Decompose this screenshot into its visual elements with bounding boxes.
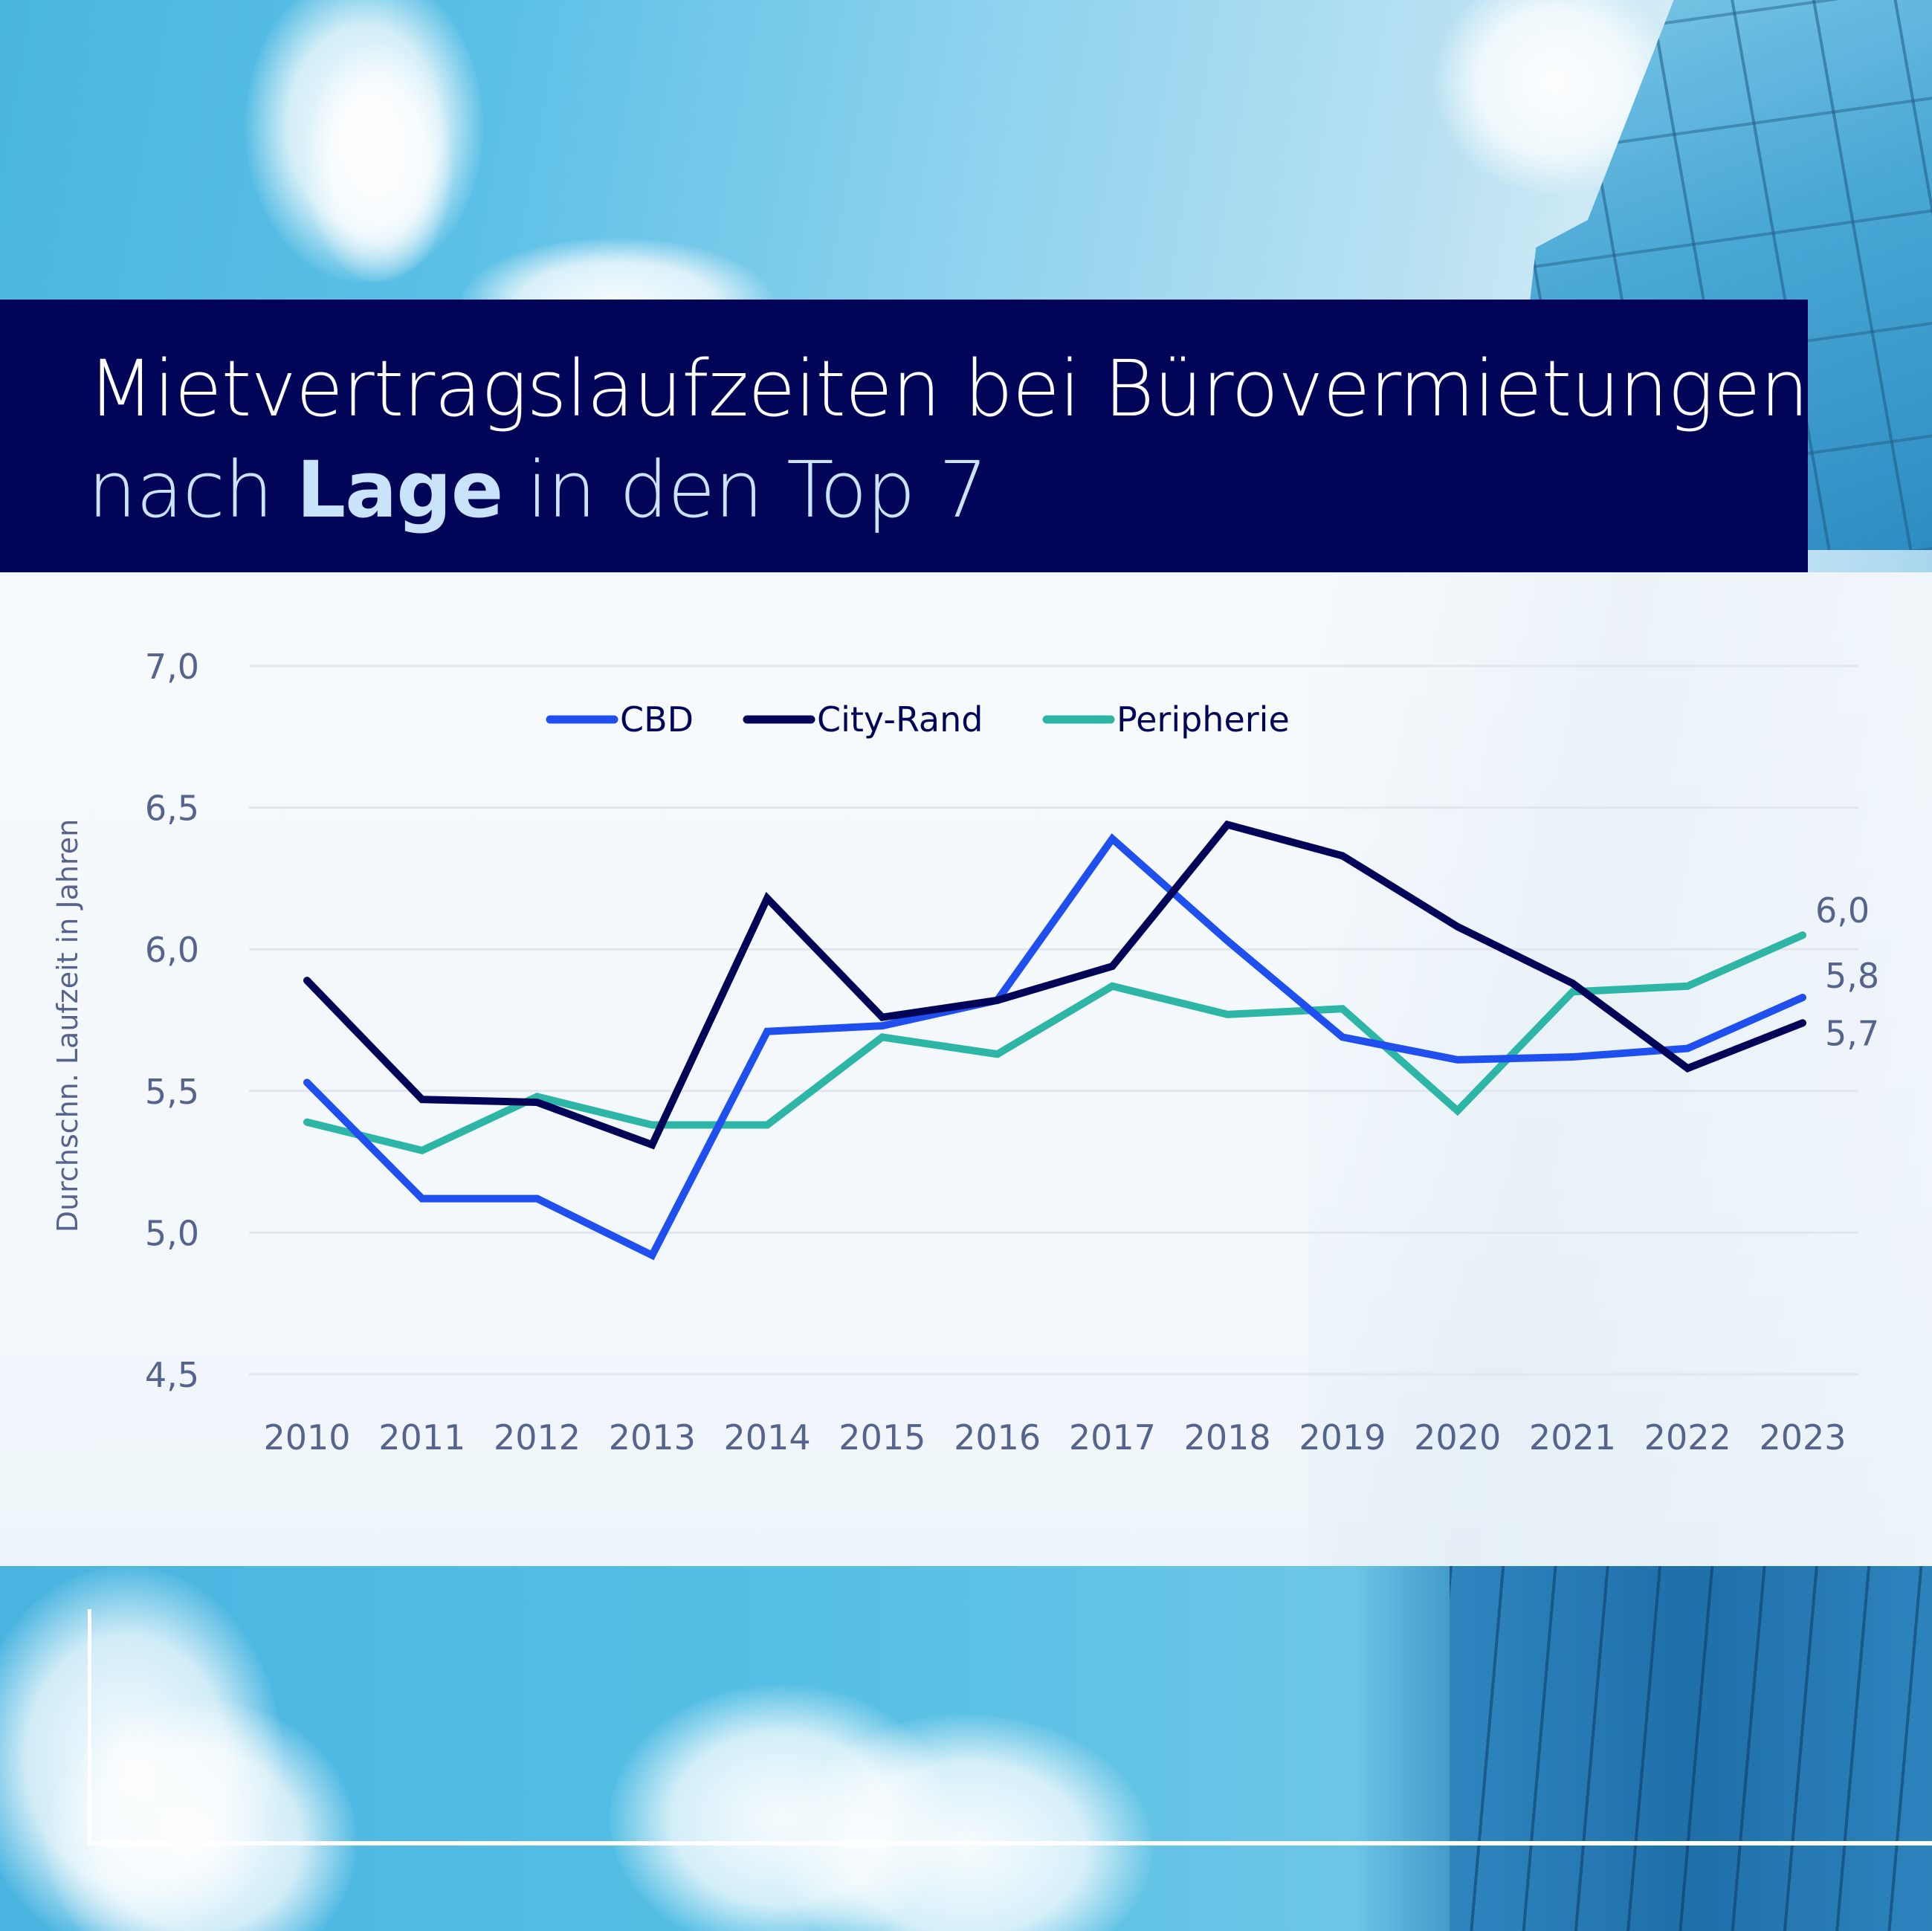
page-subtitle: nach Lage in den Top 7 — [88, 444, 988, 535]
series-line-cbd — [303, 833, 1806, 1261]
x-axis-ticks: 2010 2011 2012 2013 2014 2015 2016 2017 2018 2019… — [263, 1417, 1846, 1458]
y-tick-label: 5,0 — [145, 1213, 199, 1253]
y-tick-label: 7,0 — [145, 647, 199, 687]
subtitle-suffix: in den Top 7 — [526, 444, 988, 535]
frame-line-horizontal — [88, 1841, 1932, 1846]
end-label-city-rand: 5,7 — [1825, 1013, 1879, 1053]
office-building-image — [1450, 1566, 1932, 1931]
y-tick-label: 4,5 — [145, 1355, 199, 1395]
x-tick-label: 2019 — [1299, 1417, 1386, 1458]
end-labels: 5,8 5,7 6,0 — [1815, 890, 1879, 1053]
legend-label-city-rand: City-Rand — [817, 699, 983, 740]
series-line-city-rand — [303, 820, 1806, 1150]
x-tick-label: 2018 — [1184, 1417, 1271, 1458]
x-tick-label: 2011 — [378, 1417, 465, 1458]
series-line-peripherie — [303, 931, 1806, 1155]
cloud — [45, 1700, 357, 1931]
sky-background-bottom — [0, 1566, 1932, 1931]
x-tick-label: 2020 — [1414, 1417, 1501, 1458]
y-tick-label: 5,5 — [145, 1072, 199, 1112]
x-tick-label: 2014 — [724, 1417, 811, 1458]
y-axis-ticks: 4,5 5,0 5,5 6,0 6,5 7,0 — [145, 647, 199, 1395]
x-tick-label: 2013 — [609, 1417, 696, 1458]
x-tick-label: 2010 — [263, 1417, 350, 1458]
cloud — [781, 1715, 1152, 1931]
y-tick-label: 6,0 — [145, 930, 199, 970]
gridlines — [249, 664, 1858, 1376]
end-label-peripherie: 6,0 — [1815, 890, 1870, 931]
building-glass-facade — [1450, 1566, 1932, 1931]
x-tick-label: 2017 — [1069, 1417, 1156, 1458]
chart-panel — [0, 572, 1932, 1566]
page-title: Mietvertragslaufzeiten bei Bürovermietun… — [88, 343, 1809, 434]
y-axis-label: Durchschn. Laufzeit in Jahren — [51, 819, 84, 1232]
x-tick-label: 2023 — [1759, 1417, 1846, 1458]
cloud — [305, 45, 453, 282]
x-tick-label: 2015 — [839, 1417, 925, 1458]
x-tick-label: 2022 — [1644, 1417, 1731, 1458]
end-label-cbd: 5,8 — [1825, 956, 1879, 996]
y-tick-label: 6,5 — [145, 789, 199, 829]
legend-label-peripherie: Peripherie — [1117, 699, 1290, 740]
frame-line-vertical — [88, 1609, 91, 1846]
subtitle-prefix: nach — [88, 444, 274, 535]
subtitle-bold: Lage — [296, 444, 503, 535]
x-tick-label: 2012 — [494, 1417, 581, 1458]
x-tick-label: 2021 — [1529, 1417, 1616, 1458]
sky-background-top — [0, 0, 1932, 580]
legend: CBD City-Rand Peripherie — [546, 699, 1290, 740]
x-tick-label: 2016 — [954, 1417, 1041, 1458]
series-lines — [303, 820, 1806, 1261]
legend-label-cbd: CBD — [620, 699, 694, 740]
title-banner — [0, 300, 1808, 572]
